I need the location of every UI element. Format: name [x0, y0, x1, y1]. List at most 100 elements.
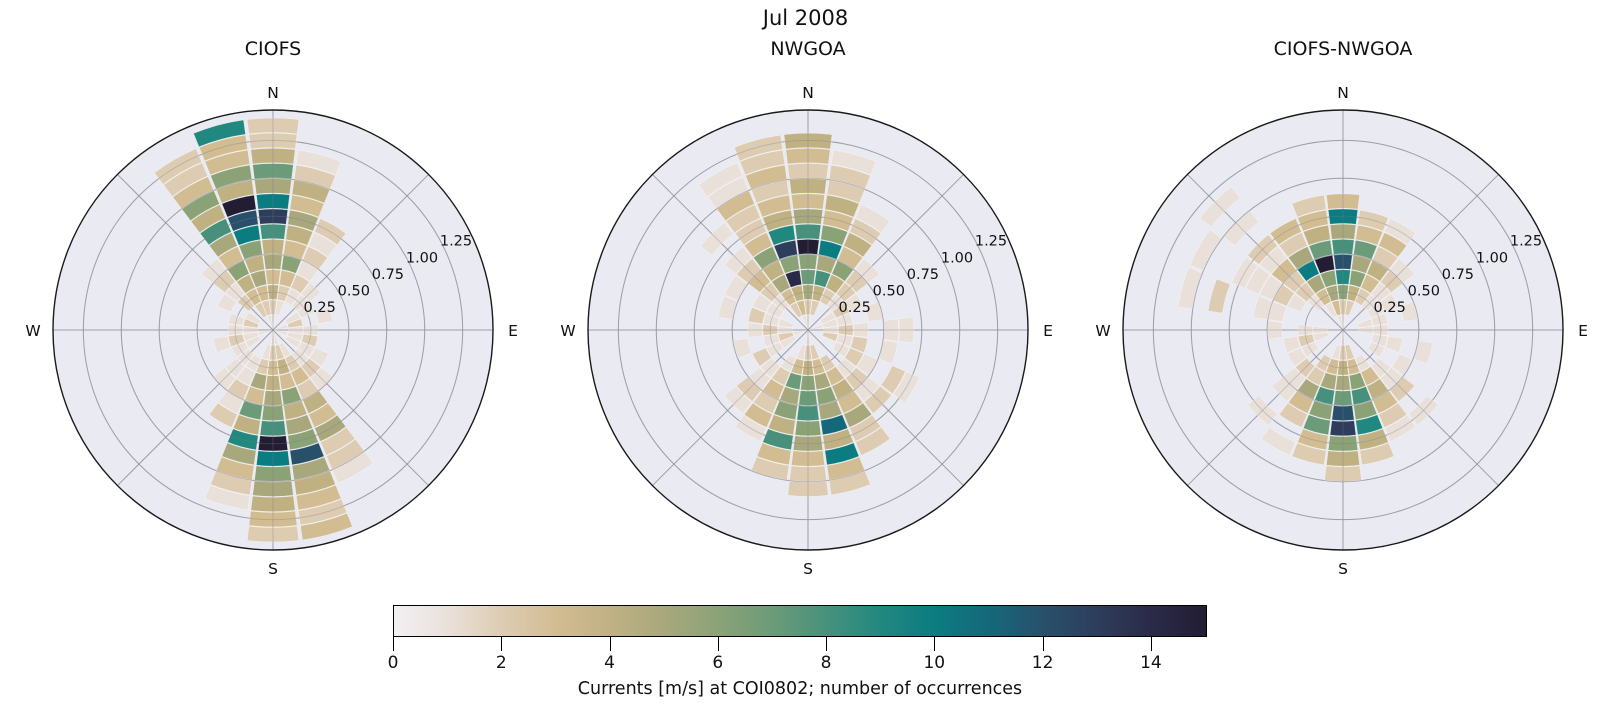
radial-tick-label: 0.50 — [1408, 284, 1440, 300]
angular-gridline-overlay — [1342, 174, 1499, 331]
histogram-cell — [1371, 312, 1388, 327]
histogram-cell — [290, 274, 310, 294]
histogram-cell — [843, 232, 873, 258]
histogram-cell — [762, 209, 794, 232]
radial-tick-label: 0.75 — [372, 267, 404, 283]
colorbar-tick-mark — [717, 637, 719, 651]
histogram-cell — [1312, 326, 1328, 334]
histogram-cell — [785, 270, 802, 288]
histogram-cell — [163, 162, 208, 197]
histogram-cell — [1324, 302, 1338, 318]
histogram-cell — [736, 376, 762, 402]
histogram-cell — [766, 302, 784, 319]
histogram-cell — [1344, 344, 1355, 360]
histogram-cell — [300, 512, 353, 541]
radial-tick-label: 1.25 — [440, 234, 472, 250]
histogram-cell — [1271, 376, 1297, 402]
histogram-cell — [809, 300, 820, 316]
histogram-cell — [227, 324, 243, 336]
histogram-cell — [1337, 284, 1349, 300]
histogram-cell — [261, 344, 272, 360]
angular-gridline — [652, 329, 809, 486]
histogram-cell — [250, 270, 267, 288]
histogram-cell — [818, 239, 843, 260]
histogram-cell — [285, 414, 313, 436]
histogram-cell — [193, 119, 246, 148]
histogram-cell — [243, 331, 259, 342]
histogram-cell — [1288, 246, 1314, 270]
colorbar-tick-mark — [501, 637, 503, 651]
histogram-cell — [215, 179, 255, 204]
histogram-cell — [1360, 274, 1380, 294]
histogram-cell — [233, 224, 261, 246]
radial-gridline-overlay — [769, 291, 847, 369]
radial-gridline-overlay — [693, 215, 923, 445]
histogram-cell — [258, 329, 273, 336]
histogram-cell — [1291, 194, 1327, 218]
histogram-cell — [1380, 270, 1403, 293]
histogram-cell — [822, 331, 838, 342]
histogram-cell — [794, 223, 822, 240]
histogram-cell — [1283, 270, 1306, 293]
histogram-cell — [288, 326, 304, 334]
radial-tick-label: 0.75 — [907, 267, 939, 283]
histogram-cell — [213, 336, 231, 353]
histogram-cell — [1307, 294, 1325, 312]
histogram-cell — [285, 224, 313, 246]
histogram-cell — [1288, 390, 1314, 414]
histogram-cell — [800, 375, 816, 391]
histogram-cell — [707, 176, 749, 209]
histogram-cell — [1291, 442, 1327, 466]
histogram-cell — [779, 386, 800, 406]
histogram-cell — [154, 148, 203, 185]
radial-gridline-overlay — [82, 139, 464, 521]
histogram-cell — [252, 163, 294, 180]
histogram-cell — [724, 385, 753, 414]
histogram-cell — [1333, 254, 1353, 270]
radial-tick-label: 1.00 — [941, 250, 973, 266]
histogram-cell — [1378, 402, 1408, 428]
histogram-cell — [814, 270, 831, 288]
histogram-cell — [199, 218, 232, 246]
histogram-cell — [832, 341, 850, 358]
histogram-cell — [1331, 239, 1355, 255]
histogram-cell — [825, 366, 845, 386]
histogram-cell — [863, 385, 892, 414]
histogram-cell — [792, 208, 824, 225]
radial-tick-label: 0.75 — [1442, 267, 1474, 283]
histogram-cell — [285, 335, 301, 349]
histogram-cell — [236, 366, 256, 386]
histogram-cell — [1315, 354, 1332, 372]
histogram-cell — [838, 324, 854, 336]
angular-gridline-overlay — [117, 329, 274, 486]
histogram-cell — [1325, 358, 1340, 375]
histogram-cell — [274, 300, 285, 316]
histogram-cell — [1259, 275, 1283, 301]
colorbar-tick-mark — [1150, 637, 1152, 651]
histogram-cell — [1308, 400, 1333, 421]
histogram-cell — [301, 333, 318, 348]
histogram-cell — [1320, 372, 1337, 390]
histogram-cell — [822, 428, 854, 451]
histogram-cell — [791, 450, 825, 467]
histogram-cell — [878, 340, 899, 365]
histogram-cell — [198, 134, 248, 162]
histogram-cell — [850, 336, 868, 353]
histogram-cell — [725, 204, 761, 234]
histogram-cell — [259, 223, 287, 240]
histogram-cell — [1373, 324, 1389, 336]
histogram-cell — [804, 345, 812, 361]
radial-tick-label: 0.25 — [304, 300, 336, 316]
histogram-cell — [287, 428, 319, 451]
histogram-cell — [1313, 331, 1329, 342]
histogram-cell — [734, 218, 767, 246]
histogram-cell — [221, 442, 257, 466]
histogram-cell — [804, 299, 812, 315]
histogram-cell — [263, 390, 283, 406]
histogram-cell — [1297, 428, 1329, 451]
cardinal-label-e: E — [508, 322, 518, 340]
histogram-cell — [308, 402, 338, 428]
histogram-cell — [819, 288, 836, 306]
histogram-cell — [818, 400, 843, 421]
histogram-cell — [820, 224, 848, 246]
